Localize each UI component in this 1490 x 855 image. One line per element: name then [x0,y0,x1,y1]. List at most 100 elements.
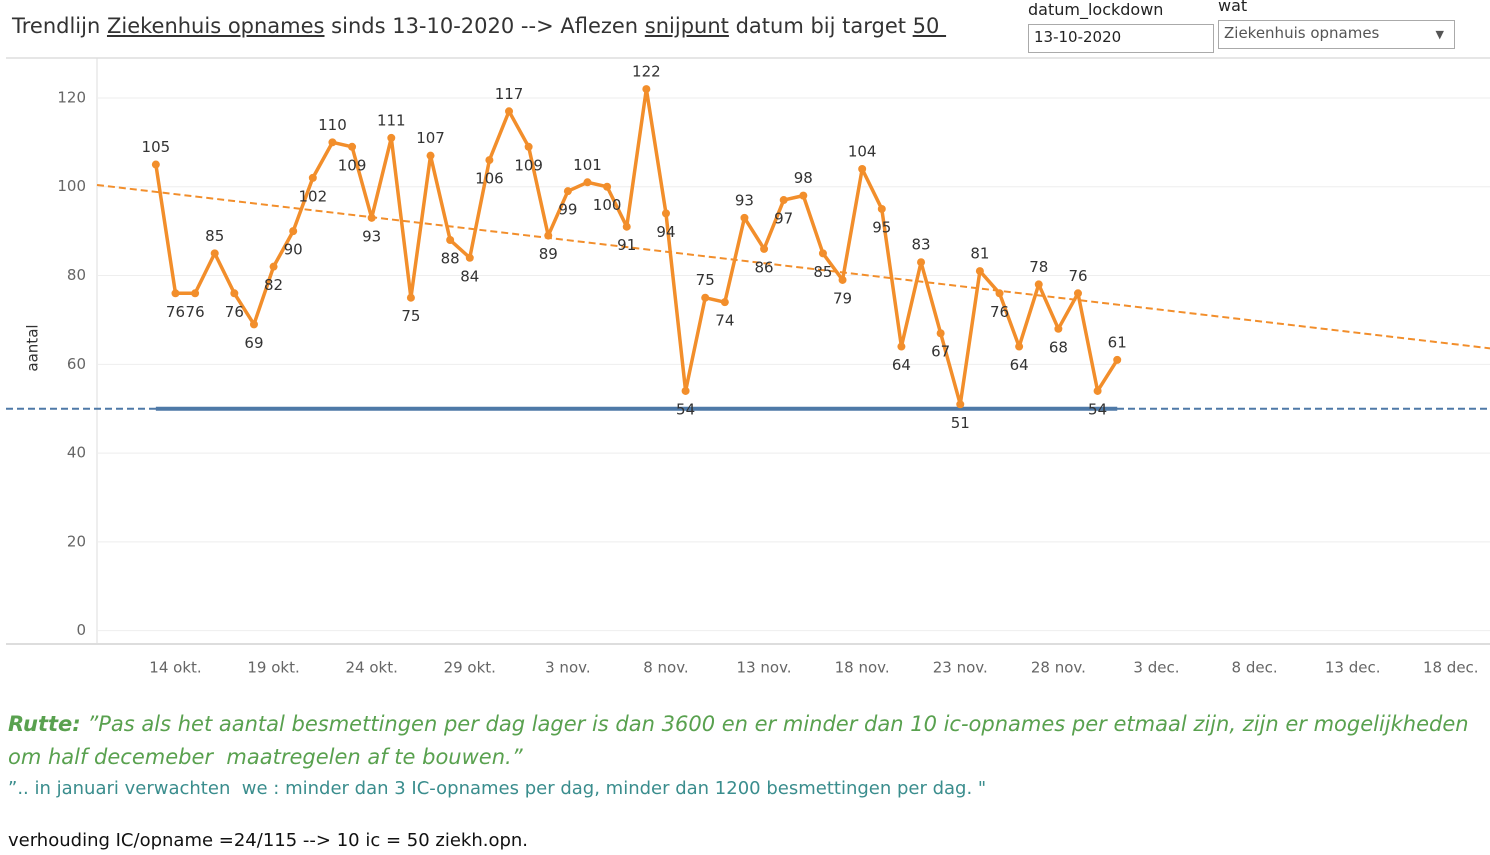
point [465,253,474,262]
point [642,85,651,94]
chart: aantal 0 20 40 60 80 100 120 14 okt. 19 okt. 24 o… [6,57,1490,677]
data-label: 104 [848,142,877,160]
date-label: datum_lockdown [1028,0,1164,19]
what-select[interactable]: Ziekenhuis opnames ▼ [1218,20,1455,49]
y-tick-label: 0 [76,621,86,639]
data-label: 79 [833,289,852,307]
data-label: 90 [284,241,303,259]
data-label: 82 [264,276,283,294]
data-label: 97 [774,210,793,228]
data-label: 107 [416,129,445,147]
data-label: 76 [1068,267,1087,285]
point [858,164,867,173]
data-label: 61 [1108,333,1127,351]
point [1073,289,1082,298]
data-label: 85 [813,263,832,281]
point [877,204,886,213]
point [583,178,592,187]
x-tick-label: 29 okt. [444,659,496,677]
title-part: Trendlijn [12,14,107,38]
x-tick-label: 13 nov. [737,659,792,677]
data-label: 88 [441,250,460,268]
point [975,267,984,276]
data-label: 85 [205,227,224,245]
point [917,258,926,267]
title-part: Ziekenhuis opnames [106,14,325,38]
data-label: 75 [401,307,420,325]
date-input[interactable]: 13-10-2020 [1028,24,1214,53]
point [249,320,258,329]
point [387,133,396,142]
x-tick-label: 3 dec. [1133,659,1179,677]
data-label: 76 [186,303,205,321]
data-label: 99 [558,201,577,219]
point [505,107,514,116]
point [563,187,572,196]
data-label: 117 [495,85,524,103]
data-label: 89 [539,245,558,263]
point [1015,342,1024,351]
point [760,244,769,253]
point [191,289,200,298]
point [289,227,298,236]
point [956,400,965,409]
data-label: 68 [1049,338,1068,356]
point [936,329,945,338]
quote-text: ”Pas als het aantal besmettingen per dag… [8,712,1476,769]
data-label: 81 [970,245,989,263]
x-tick-label: 24 okt. [345,659,397,677]
point [1034,280,1043,289]
y-axis-label: aantal [24,324,42,371]
y-tick-label: 120 [57,88,86,106]
data-label: 83 [911,236,930,254]
data-label: 109 [338,156,367,174]
data-line [154,87,1119,407]
point [603,182,612,191]
point [446,236,455,245]
point [426,151,435,160]
data-label: 64 [1010,356,1029,374]
what-label: wat [1218,0,1248,15]
point [1113,355,1122,364]
title-part: sinds 13-10-2020 --> Aflezen [324,14,645,38]
data-label: 64 [892,356,911,374]
point [171,289,180,298]
x-tick-label: 28 nov. [1031,659,1086,677]
data-label: 109 [514,156,543,174]
point [151,160,160,169]
point [838,275,847,284]
x-tick-label: 18 nov. [835,659,890,677]
data-label: 110 [318,116,347,134]
data-label: 105 [142,138,171,156]
y-tick-label: 80 [67,266,86,284]
point [367,213,376,222]
trend-line [96,183,1490,350]
point [740,213,749,222]
point [485,156,494,165]
data-label: 69 [244,334,263,352]
data-label: 76 [225,303,244,321]
data-label: 86 [755,258,774,276]
quote2: ”.. in januari verwachten we : minder da… [8,778,987,799]
y-tick-label: 40 [67,444,86,462]
data-label: 94 [656,223,675,241]
data-label: 102 [298,187,327,205]
title-part: datum bij target [728,14,913,38]
point [230,289,239,298]
data-label: 78 [1029,258,1048,276]
ratio: verhouding IC/opname =24/115 --> 10 ic =… [8,830,529,851]
dropdown-arrow[interactable]: ▼ [1435,28,1444,41]
data-label: 93 [362,227,381,245]
data-label: 76 [990,303,1009,321]
point [897,342,906,351]
title: Trendlijn Ziekenhuis opnames sinds 13-10… [12,14,946,38]
y-tick-label: 60 [67,355,86,373]
data-label: 84 [460,267,479,285]
point [1093,386,1102,395]
y-tick-label: 20 [67,532,86,550]
point [524,142,533,151]
data-label: 95 [872,218,891,236]
point [348,142,357,151]
title-part: snijpunt [644,14,729,38]
data-label: 74 [715,312,734,330]
